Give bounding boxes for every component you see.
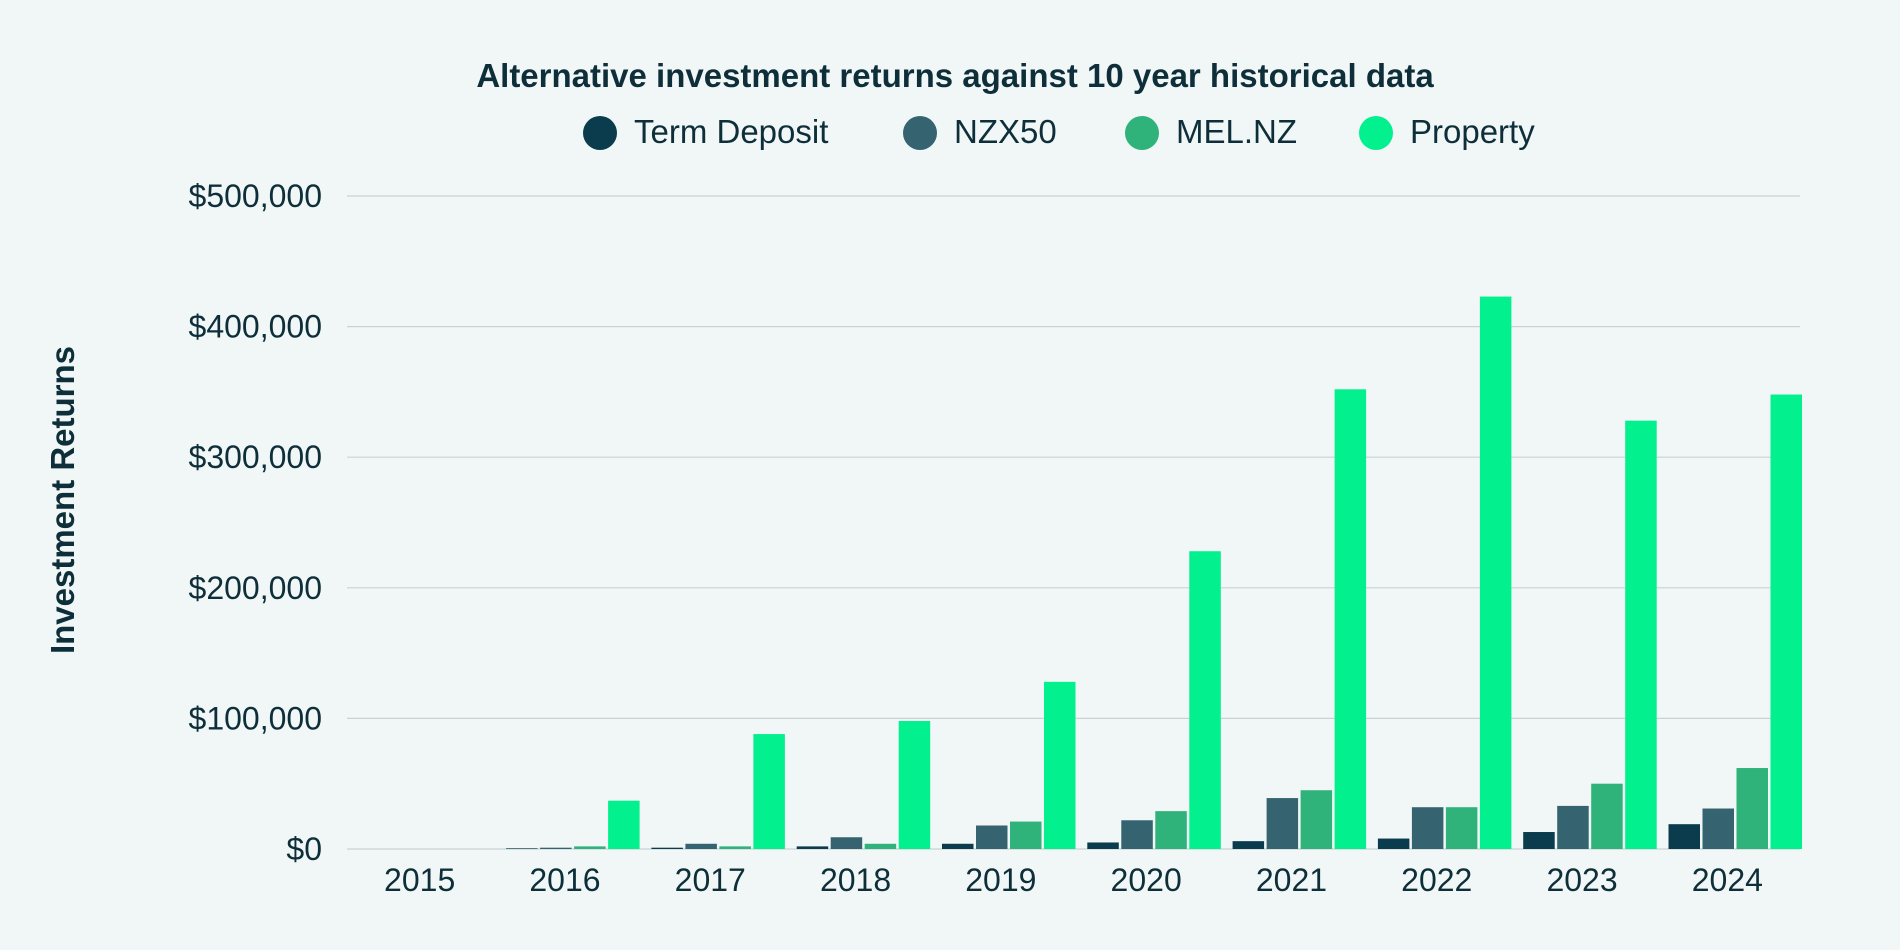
x-tick-label: 2017 xyxy=(675,862,746,898)
y-axis-tick-labels: $0 $100,000 $200,000 $300,000 $400,000 $500,0… xyxy=(189,178,322,867)
bar-term-deposit-2019 xyxy=(942,843,974,849)
bars xyxy=(506,296,1802,849)
legend-label: MEL.NZ xyxy=(1176,113,1297,150)
y-tick-label: $500,000 xyxy=(189,178,322,214)
bar-nzx50-2019 xyxy=(976,825,1008,849)
bar-property-2018 xyxy=(898,721,931,849)
bar-mel-nz-2022 xyxy=(1445,807,1478,849)
legend-swatch xyxy=(583,116,617,150)
bar-mel-nz-2017 xyxy=(719,846,751,849)
bar-nzx50-2016 xyxy=(540,847,572,849)
bar-nzx50-2024 xyxy=(1702,808,1734,849)
bar-property-2024 xyxy=(1770,394,1802,849)
bar-mel-nz-2023 xyxy=(1591,783,1623,849)
y-tick-label: $300,000 xyxy=(189,439,322,475)
bar-nzx50-2022 xyxy=(1411,807,1444,849)
bar-term-deposit-2020 xyxy=(1087,842,1119,849)
bar-term-deposit-2021 xyxy=(1232,841,1265,849)
bar-term-deposit-2022 xyxy=(1377,838,1410,849)
bar-mel-nz-2016 xyxy=(574,846,606,849)
bar-nzx50-2023 xyxy=(1557,805,1589,849)
bar-nzx50-2020 xyxy=(1121,820,1153,849)
bar-property-2023 xyxy=(1625,420,1657,849)
bar-mel-nz-2019 xyxy=(1010,821,1042,849)
bar-term-deposit-2016 xyxy=(506,848,538,849)
bar-property-2016 xyxy=(608,800,640,849)
y-tick-label: $400,000 xyxy=(189,309,322,345)
x-tick-label: 2024 xyxy=(1692,862,1763,898)
x-tick-label: 2022 xyxy=(1401,862,1472,898)
bar-term-deposit-2024 xyxy=(1668,824,1700,849)
x-tick-label: 2020 xyxy=(1111,862,1182,898)
bar-term-deposit-2023 xyxy=(1523,832,1555,849)
bar-property-2020 xyxy=(1189,551,1221,849)
legend: Term Deposit NZX50 MEL.NZ Property xyxy=(583,113,1535,150)
bar-term-deposit-2017 xyxy=(651,847,683,849)
bar-property-2021 xyxy=(1334,389,1367,849)
legend-label: Term Deposit xyxy=(634,113,828,150)
bar-mel-nz-2020 xyxy=(1155,811,1187,849)
x-tick-label: 2016 xyxy=(529,862,600,898)
bar-term-deposit-2018 xyxy=(796,846,829,849)
legend-item: Term Deposit xyxy=(583,113,828,150)
bar-mel-nz-2024 xyxy=(1736,768,1768,849)
legend-label: NZX50 xyxy=(954,113,1057,150)
y-tick-label: $0 xyxy=(286,831,322,867)
bar-property-2022 xyxy=(1479,296,1512,849)
bar-mel-nz-2018 xyxy=(864,843,897,849)
bar-mel-nz-2021 xyxy=(1300,790,1333,849)
bar-property-2019 xyxy=(1044,681,1076,849)
legend-swatch xyxy=(1125,116,1159,150)
legend-label: Property xyxy=(1410,113,1535,150)
bar-property-2017 xyxy=(753,734,785,849)
x-tick-label: 2019 xyxy=(965,862,1036,898)
y-tick-label: $100,000 xyxy=(189,700,322,736)
bar-nzx50-2017 xyxy=(685,843,717,849)
legend-item: Property xyxy=(1359,113,1535,150)
x-tick-label: 2015 xyxy=(384,862,455,898)
y-axis-label: Investment Returns xyxy=(44,346,81,654)
legend-swatch xyxy=(903,116,937,150)
legend-item: MEL.NZ xyxy=(1125,113,1297,150)
chart-title: Alternative investment returns against 1… xyxy=(476,57,1434,94)
bar-nzx50-2018 xyxy=(830,837,863,849)
x-tick-label: 2023 xyxy=(1546,862,1617,898)
bar-nzx50-2021 xyxy=(1266,798,1299,849)
x-axis-tick-labels: 2015 2016 2017 2018 2019 2020 2021 2022 2023 2024 xyxy=(384,862,1763,898)
x-tick-label: 2021 xyxy=(1256,862,1327,898)
legend-swatch xyxy=(1359,116,1393,150)
x-tick-label: 2018 xyxy=(820,862,891,898)
y-tick-label: $200,000 xyxy=(189,570,322,606)
legend-item: NZX50 xyxy=(903,113,1057,150)
